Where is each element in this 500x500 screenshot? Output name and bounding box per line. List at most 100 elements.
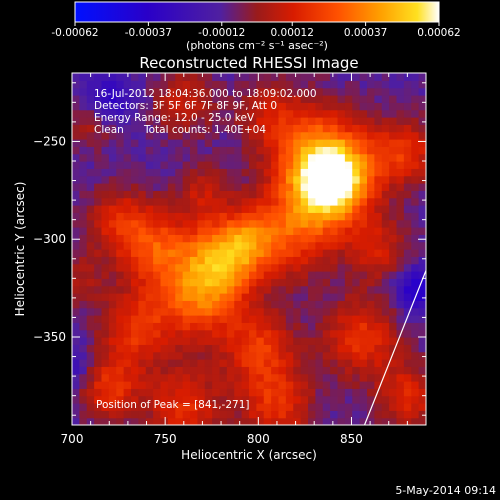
- heatmap-cell: [315, 293, 324, 301]
- heatmap-cell: [204, 234, 213, 243]
- heatmap-cell: [79, 234, 88, 243]
- heatmap-cell: [337, 373, 346, 382]
- heatmap-cell: [204, 241, 213, 250]
- heatmap-cell: [249, 410, 257, 419]
- heatmap-cell: [322, 381, 331, 389]
- heatmap-cell: [94, 139, 103, 147]
- heatmap-cell: [322, 351, 331, 360]
- heatmap-cell: [108, 395, 117, 404]
- heatmap-cell: [226, 95, 235, 103]
- heatmap-cell: [108, 388, 117, 397]
- heatmap-cell: [411, 337, 420, 345]
- heatmap-cell: [389, 285, 398, 294]
- heatmap-cell: [145, 109, 154, 118]
- peak-position-label: Position of Peak = [841,-271]: [96, 399, 250, 411]
- heatmap-cell: [315, 212, 324, 221]
- heatmap-cell: [108, 315, 117, 323]
- heatmap-cell: [389, 263, 398, 272]
- heatmap-cell: [389, 73, 398, 81]
- heatmap-cell: [72, 212, 80, 221]
- heatmap-cell: [337, 249, 346, 257]
- heatmap-cell: [86, 161, 95, 169]
- heatmap-cell: [79, 285, 88, 294]
- heatmap-cell: [418, 212, 426, 221]
- heatmap-cell: [315, 205, 324, 213]
- info-detectors: Detectors: 3F 5F 6F 7F 8F 9F, Att 0: [94, 100, 277, 112]
- heatmap-cell: [271, 351, 280, 360]
- heatmap-cell: [219, 146, 228, 155]
- heatmap-cell: [101, 241, 110, 250]
- heatmap-cell: [263, 212, 272, 221]
- heatmap-cell: [153, 190, 162, 199]
- heatmap-cell: [108, 373, 117, 382]
- heatmap-cell: [418, 373, 426, 382]
- heatmap-cell: [271, 102, 280, 111]
- heatmap-cell: [308, 146, 316, 155]
- heatmap-cell: [234, 256, 243, 265]
- heatmap-cell: [396, 102, 405, 111]
- heatmap-cell: [153, 139, 162, 147]
- heatmap-cell: [86, 131, 95, 140]
- heatmap-cell: [175, 256, 184, 265]
- heatmap-cell: [212, 256, 221, 265]
- heatmap-cell: [167, 256, 176, 265]
- heatmap-cell: [322, 87, 331, 96]
- heatmap-cell: [175, 351, 184, 360]
- heatmap-cell: [403, 227, 412, 235]
- heatmap-cell: [145, 256, 154, 265]
- heatmap-cell: [396, 131, 405, 140]
- heatmap-cell: [315, 256, 324, 265]
- heatmap-cell: [322, 109, 331, 118]
- heatmap-cell: [344, 417, 353, 425]
- heatmap-cell: [278, 87, 287, 96]
- heatmap-cell: [219, 161, 228, 169]
- heatmap-cell: [263, 190, 272, 199]
- heatmap-cell: [86, 256, 95, 265]
- heatmap-cell: [249, 315, 257, 323]
- heatmap-cell: [108, 256, 117, 265]
- heatmap-cell: [197, 403, 206, 411]
- heatmap-cell: [300, 271, 309, 279]
- heatmap-cell: [108, 227, 117, 235]
- heatmap-cell: [72, 102, 80, 111]
- heatmap-cell: [418, 109, 426, 118]
- heatmap-cell: [359, 300, 368, 309]
- heatmap-cell: [367, 146, 375, 155]
- heatmap-cell: [108, 285, 117, 294]
- heatmap-cell: [182, 139, 191, 147]
- heatmap-cell: [374, 329, 383, 338]
- colorbar-tick-label: -0.00012: [198, 27, 245, 39]
- heatmap-cell: [249, 109, 257, 118]
- heatmap-cell: [381, 124, 390, 133]
- heatmap-cell: [418, 131, 426, 140]
- heatmap-cell: [219, 366, 228, 375]
- heatmap-cell: [322, 293, 331, 301]
- heatmap-cell: [396, 351, 405, 360]
- heatmap-cell: [381, 256, 390, 265]
- heatmap-cell: [72, 124, 80, 133]
- heatmap-cell: [285, 153, 294, 162]
- heatmap-cell: [330, 388, 339, 397]
- heatmap-cell: [359, 161, 368, 169]
- heatmap-cell: [145, 80, 154, 89]
- heatmap-cell: [374, 410, 383, 419]
- heatmap-cell: [234, 80, 243, 89]
- heatmap-cell: [123, 109, 132, 118]
- heatmap-cell: [344, 263, 353, 272]
- heatmap-cell: [359, 205, 368, 213]
- heatmap-cell: [72, 183, 80, 191]
- heatmap-cell: [160, 190, 169, 199]
- heatmap-cell: [293, 73, 302, 81]
- heatmap-cell: [86, 249, 95, 257]
- heatmap-cell: [396, 388, 405, 397]
- heatmap-cell: [212, 73, 221, 81]
- heatmap-cell: [396, 205, 405, 213]
- heatmap-cell: [145, 293, 154, 301]
- heatmap-cell: [131, 395, 139, 404]
- heatmap-cell: [86, 124, 95, 133]
- colorbar-tick-label: -0.00062: [51, 27, 98, 39]
- heatmap-cell: [374, 278, 383, 287]
- heatmap-cell: [241, 197, 250, 206]
- heatmap-cell: [344, 87, 353, 96]
- x-tick-label: 850: [340, 432, 363, 446]
